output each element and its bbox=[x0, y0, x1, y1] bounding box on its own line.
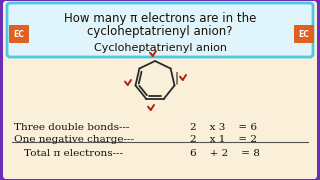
Text: EC: EC bbox=[13, 30, 24, 39]
Text: EC: EC bbox=[299, 30, 309, 39]
Text: 6    + 2    = 8: 6 + 2 = 8 bbox=[190, 148, 260, 158]
FancyBboxPatch shape bbox=[7, 3, 313, 57]
FancyBboxPatch shape bbox=[294, 25, 314, 43]
Text: How many π electrons are in the: How many π electrons are in the bbox=[64, 12, 256, 24]
FancyBboxPatch shape bbox=[9, 25, 29, 43]
Text: Three double bonds---: Three double bonds--- bbox=[14, 123, 130, 132]
Text: 2    x 1    = 2: 2 x 1 = 2 bbox=[190, 134, 257, 143]
Text: |: | bbox=[174, 71, 178, 84]
Text: One negative charge---: One negative charge--- bbox=[14, 134, 134, 143]
Text: 2    x 3    = 6: 2 x 3 = 6 bbox=[190, 123, 257, 132]
Text: Cycloheptatrienyl anion: Cycloheptatrienyl anion bbox=[93, 43, 227, 53]
Text: Total π electrons---: Total π electrons--- bbox=[24, 148, 123, 158]
FancyBboxPatch shape bbox=[3, 1, 317, 179]
Text: cycloheptatrienyl anion?: cycloheptatrienyl anion? bbox=[87, 24, 233, 37]
